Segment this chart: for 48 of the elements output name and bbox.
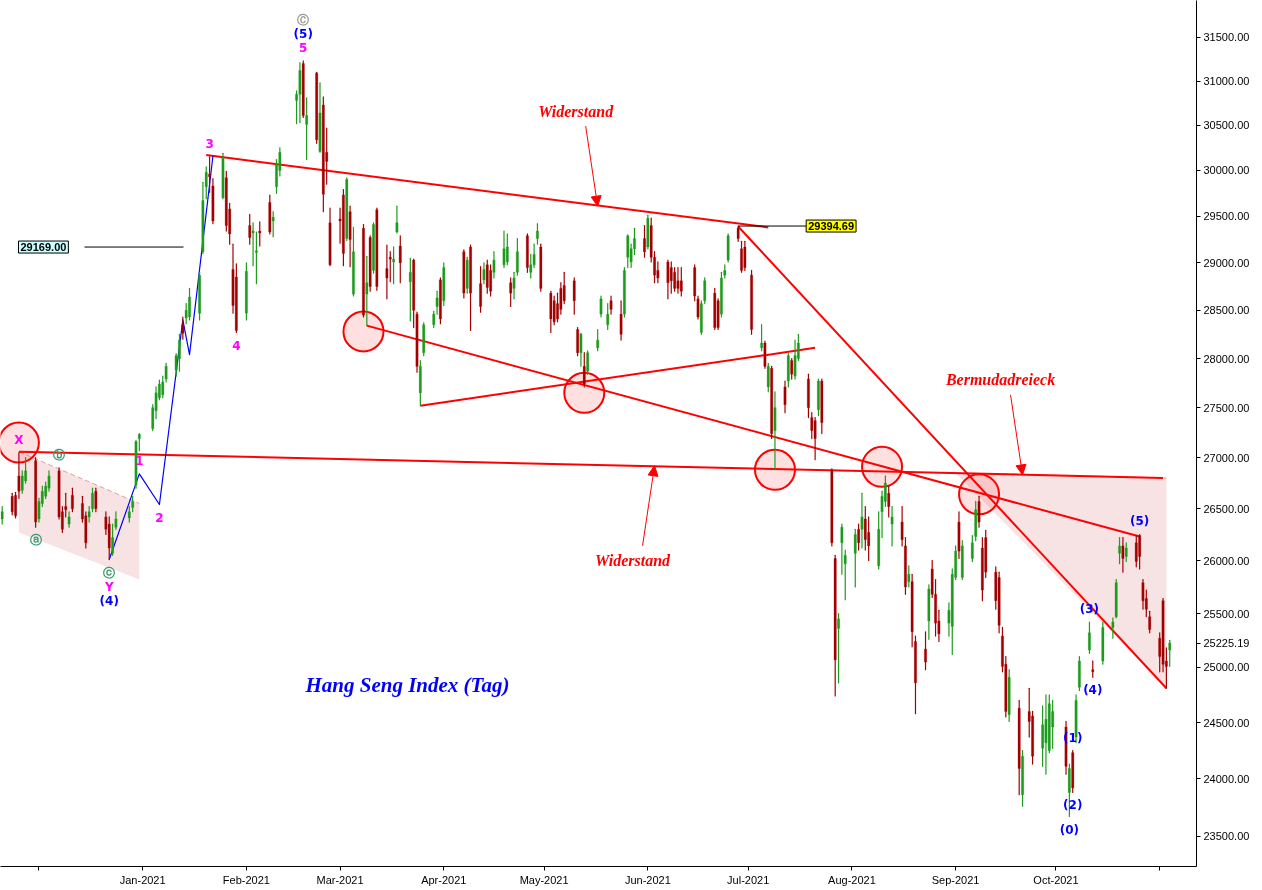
- y-tick-label: 27000.00: [1203, 451, 1250, 464]
- x-tick-label: Jun-2021: [624, 873, 671, 886]
- text: 29394.69: [808, 220, 855, 233]
- annotation: Ⓒ: [297, 12, 310, 27]
- annotation: 5: [299, 41, 308, 56]
- y-tick-label: 30500.00: [1203, 119, 1250, 132]
- x-tick-label: Oct-2021: [1033, 873, 1079, 886]
- annotation: 4: [232, 338, 241, 353]
- annotation: (5): [1129, 514, 1150, 529]
- x-tick-label: Aug-2021: [828, 873, 876, 886]
- x-tick-label: Apr-2021: [421, 873, 467, 886]
- y-tick-label: 26500.00: [1203, 502, 1250, 515]
- y-tick-label: 29500.00: [1203, 210, 1250, 223]
- y-tick-label: 26000.00: [1203, 554, 1250, 567]
- y-tick-label: 24500.00: [1203, 716, 1250, 729]
- annotation: X: [14, 432, 25, 447]
- y-tick-label: 31500.00: [1203, 31, 1250, 44]
- ref-line-label: 29169.00: [20, 241, 67, 254]
- annotation: (5): [293, 26, 313, 41]
- annotation: ⓒ: [103, 565, 116, 580]
- y-tick-label: 23500.00: [1203, 830, 1250, 843]
- x-tick-label: Feb-2021: [222, 873, 270, 886]
- text: Hang Seng Index (Tag): [304, 672, 510, 697]
- annotation: Widerstand: [538, 102, 615, 120]
- y-tick-label: 25000.00: [1203, 661, 1250, 674]
- annotation: (4): [99, 593, 119, 608]
- y-tick-label: 28500.00: [1203, 304, 1250, 317]
- y-tick-label: 28000.00: [1203, 352, 1250, 365]
- annotation: Y: [103, 579, 114, 594]
- annotation: (4): [1083, 683, 1103, 698]
- annotation: Widerstand: [595, 552, 672, 570]
- annotation: ⓐ: [29, 533, 42, 548]
- y-tick-label: 30000.00: [1203, 164, 1250, 177]
- annotation: Bermudadreieck: [944, 371, 1056, 389]
- annotation: 3: [205, 137, 214, 152]
- y-tick-label: 24000.00: [1203, 772, 1250, 785]
- y-tick-label: 25500.00: [1203, 607, 1250, 620]
- x-tick-label: Jul-2021: [727, 873, 770, 886]
- annotation: 2: [155, 511, 164, 526]
- x-tick-label: Sep-2021: [931, 873, 980, 886]
- annotation: (0): [1059, 822, 1080, 837]
- x-tick-label: Jan-2021: [119, 873, 166, 886]
- y-tick-label: 29000.00: [1203, 256, 1250, 269]
- y-tick-label: 25225.19: [1203, 637, 1250, 650]
- y-tick-label: 31000.00: [1203, 75, 1250, 88]
- x-tick-label: May-2021: [519, 873, 569, 886]
- y-tick-label: 27500.00: [1203, 401, 1250, 414]
- x-tick-label: Mar-2021: [316, 873, 364, 886]
